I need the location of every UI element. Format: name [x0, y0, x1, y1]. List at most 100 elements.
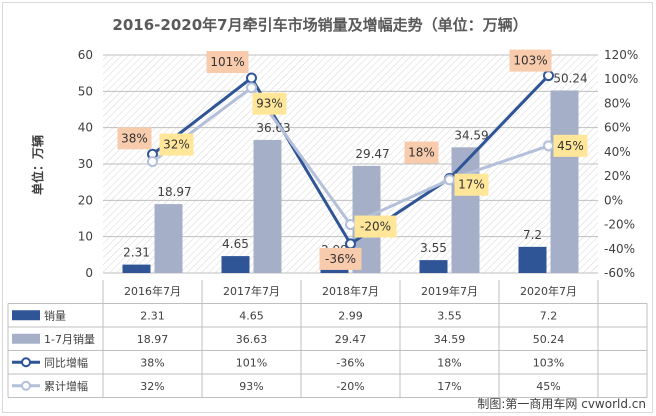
legend-label: 同比增幅 — [44, 355, 88, 369]
table-cell: 45% — [536, 380, 560, 393]
table-cell: 18.97 — [137, 333, 169, 346]
table-hline — [0, 0, 8, 304]
table-cell: 17% — [437, 380, 461, 393]
line-point — [246, 82, 257, 94]
table-cell: 50.24 — [533, 333, 565, 346]
pct-label: 103% — [513, 54, 547, 68]
table-cell: 2.31 — [140, 309, 165, 322]
y-tick-label: 50 — [78, 84, 93, 98]
x-category-label: 2017年7月 — [223, 284, 280, 298]
pct-label: 101% — [210, 55, 244, 69]
pct-label: 38% — [121, 131, 148, 145]
pct-label-box — [117, 127, 152, 150]
y-tick-label: 0 — [85, 266, 93, 280]
pct-label: 93% — [256, 97, 283, 111]
y-tick-label: 40 — [78, 121, 93, 135]
legend-label: 销量 — [44, 308, 66, 322]
legend-key-marker — [21, 357, 31, 368]
table-cell: 32% — [140, 380, 164, 393]
table-cell: 93% — [239, 380, 263, 393]
pct-label-box — [319, 247, 362, 270]
y2-tick-label: 20% — [604, 169, 631, 183]
legend-key-bar — [12, 333, 40, 344]
bar-cumulative — [253, 139, 282, 273]
line-point — [444, 174, 455, 186]
pct-label: 17% — [458, 178, 485, 192]
x-category-label: 2016年7月 — [124, 284, 181, 298]
bar-monthly — [518, 246, 547, 273]
pct-label-box — [454, 173, 489, 196]
line-point — [543, 70, 554, 82]
legend-key-bar — [12, 310, 40, 321]
table-cell: 18% — [437, 356, 461, 369]
watermark: 制图:第一商用车网 cvworld.cn — [477, 396, 646, 411]
bar-monthly — [419, 260, 448, 273]
y2-tick-label: 100% — [604, 72, 638, 86]
pct-label: 32% — [163, 138, 190, 152]
table-cell: 2.99 — [338, 309, 363, 322]
y2-tick-label: 60% — [604, 121, 631, 135]
table-cell: 38% — [140, 356, 164, 369]
bar-value-label: 3.55 — [420, 241, 447, 255]
pct-label-box — [159, 133, 194, 156]
y-axis-label: 单位：万辆 — [30, 135, 45, 195]
line-point — [345, 238, 356, 250]
y2-tick-label: -60% — [604, 266, 635, 280]
table-cell: 103% — [533, 356, 564, 369]
pct-label-box — [404, 141, 439, 164]
y2-tick-label: 80% — [604, 96, 631, 110]
line-point — [246, 72, 257, 84]
bar-monthly — [122, 264, 151, 273]
pct-label-box — [509, 49, 552, 72]
y2-tick-label: -20% — [604, 218, 635, 232]
table-cell: -20% — [336, 380, 364, 393]
table-cell: 4.65 — [239, 309, 264, 322]
bar-value-label: 50.24 — [553, 71, 587, 85]
table-cell: 3.55 — [437, 309, 462, 322]
table-cell: 34.59 — [434, 333, 466, 346]
pct-label: -20% — [360, 220, 391, 234]
table-cell: 101% — [236, 356, 267, 369]
y2-tick-label: 120% — [604, 48, 638, 62]
pct-label-box — [206, 51, 249, 74]
line-point — [147, 156, 158, 168]
bar-value-label: 29.47 — [355, 147, 389, 161]
bar-value-label: 7.2 — [523, 228, 542, 242]
pct-label-box — [354, 215, 397, 238]
pct-label: 18% — [408, 146, 435, 160]
table-cell: -36% — [336, 356, 364, 369]
legend-key-marker — [21, 380, 31, 391]
y-tick-label: 20 — [78, 193, 93, 207]
line-point — [345, 219, 356, 231]
x-category-label: 2020年7月 — [520, 284, 577, 298]
pct-label: -36% — [325, 252, 356, 266]
y2-tick-label: 40% — [604, 145, 631, 159]
x-category-label: 2018年7月 — [322, 284, 379, 298]
y2-tick-label: 0% — [604, 193, 623, 207]
y-tick-label: 10 — [78, 230, 93, 244]
line-point — [543, 140, 554, 152]
bar-cumulative — [154, 204, 183, 273]
pct-label: 45% — [557, 139, 584, 153]
table-cell: 29.47 — [335, 333, 367, 346]
legend-label: 1-7月销量 — [44, 332, 95, 346]
bar-monthly — [221, 256, 250, 273]
bar-value-label: 4.65 — [222, 237, 249, 251]
table-cell: 7.2 — [540, 309, 558, 322]
bar-value-label: 34.59 — [454, 128, 488, 142]
chart-title: 2016-2020年7月牵引车市场销量及增幅走势（单位：万辆） — [112, 16, 527, 34]
y-tick-label: 30 — [78, 157, 93, 171]
bar-cumulative — [550, 90, 579, 273]
table-cell: 36.63 — [236, 333, 268, 346]
y2-tick-label: -40% — [604, 242, 635, 256]
pct-label-box — [252, 92, 287, 115]
x-category-label: 2019年7月 — [421, 284, 478, 298]
bar-cumulative — [451, 147, 480, 273]
y-tick-label: 60 — [78, 48, 93, 62]
bar-value-label: 2.31 — [123, 246, 150, 260]
legend-label: 累计增幅 — [44, 379, 88, 393]
bar-value-label: 18.97 — [157, 185, 191, 199]
pct-label-box — [553, 134, 588, 157]
